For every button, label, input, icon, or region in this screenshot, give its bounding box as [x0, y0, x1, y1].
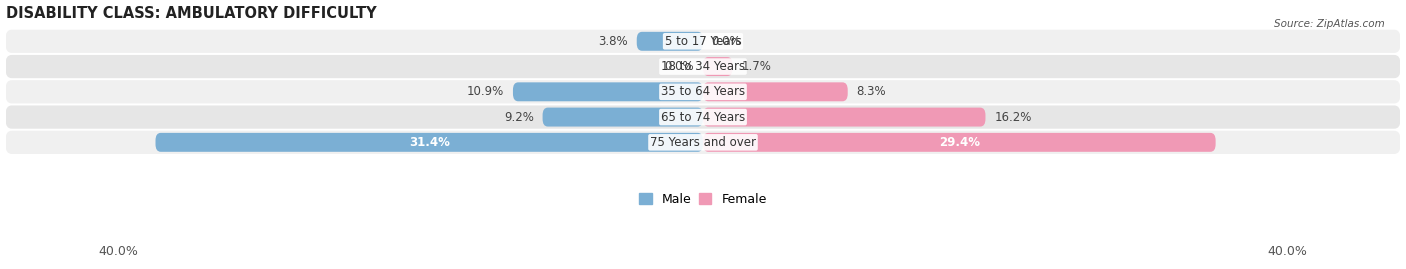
FancyBboxPatch shape: [703, 82, 848, 101]
Text: DISABILITY CLASS: AMBULATORY DIFFICULTY: DISABILITY CLASS: AMBULATORY DIFFICULTY: [6, 6, 377, 20]
FancyBboxPatch shape: [513, 82, 703, 101]
Text: 8.3%: 8.3%: [856, 85, 886, 98]
FancyBboxPatch shape: [6, 55, 1400, 78]
FancyBboxPatch shape: [6, 80, 1400, 104]
Text: 9.2%: 9.2%: [503, 111, 534, 123]
Text: 18 to 34 Years: 18 to 34 Years: [661, 60, 745, 73]
Text: 5 to 17 Years: 5 to 17 Years: [665, 35, 741, 48]
Text: 29.4%: 29.4%: [939, 136, 980, 149]
Text: Source: ZipAtlas.com: Source: ZipAtlas.com: [1274, 19, 1385, 29]
Text: 75 Years and over: 75 Years and over: [650, 136, 756, 149]
Text: 1.7%: 1.7%: [741, 60, 772, 73]
Text: 35 to 64 Years: 35 to 64 Years: [661, 85, 745, 98]
FancyBboxPatch shape: [703, 57, 733, 76]
Text: 0.0%: 0.0%: [711, 35, 741, 48]
FancyBboxPatch shape: [6, 131, 1400, 154]
FancyBboxPatch shape: [703, 108, 986, 126]
FancyBboxPatch shape: [6, 30, 1400, 53]
FancyBboxPatch shape: [6, 105, 1400, 129]
Text: 16.2%: 16.2%: [994, 111, 1032, 123]
FancyBboxPatch shape: [703, 133, 1216, 152]
FancyBboxPatch shape: [156, 133, 703, 152]
Text: 3.8%: 3.8%: [599, 35, 628, 48]
Legend: Male, Female: Male, Female: [640, 193, 766, 206]
Text: 10.9%: 10.9%: [467, 85, 505, 98]
Text: 31.4%: 31.4%: [409, 136, 450, 149]
Text: 65 to 74 Years: 65 to 74 Years: [661, 111, 745, 123]
Text: 0.0%: 0.0%: [665, 60, 695, 73]
FancyBboxPatch shape: [543, 108, 703, 126]
Text: 40.0%: 40.0%: [98, 245, 138, 258]
FancyBboxPatch shape: [637, 32, 703, 51]
Text: 40.0%: 40.0%: [1268, 245, 1308, 258]
